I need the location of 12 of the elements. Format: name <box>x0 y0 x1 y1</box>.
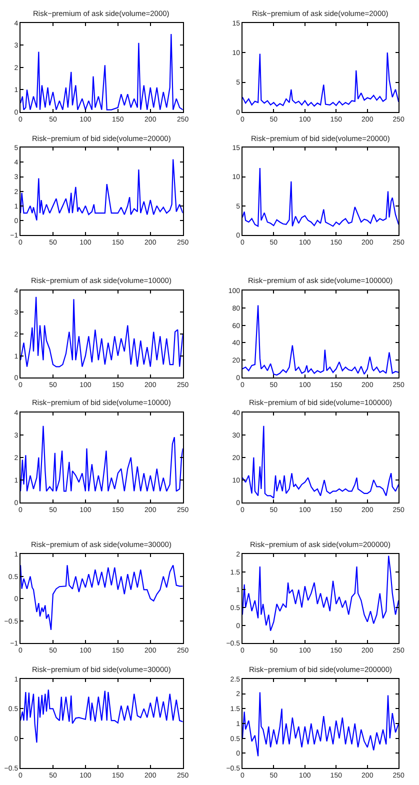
line-series <box>242 168 399 227</box>
line-series <box>242 304 399 376</box>
line-series <box>20 689 183 744</box>
line-series <box>242 692 399 757</box>
line-series <box>20 564 183 630</box>
line-series <box>20 158 183 221</box>
line-series <box>20 425 183 492</box>
line-series <box>20 33 183 110</box>
line-series <box>242 425 399 499</box>
line-series <box>242 52 399 107</box>
line-series <box>20 296 183 368</box>
line-series <box>242 555 399 632</box>
